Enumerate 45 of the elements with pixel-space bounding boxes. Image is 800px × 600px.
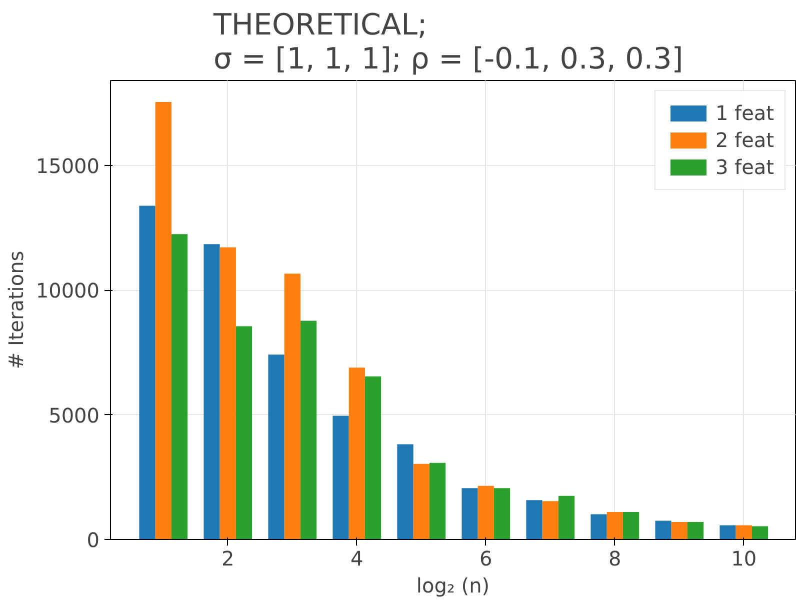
bar (236, 326, 252, 540)
bar (526, 500, 542, 540)
bar (300, 320, 317, 540)
legend-label: 2 feat (715, 128, 774, 152)
x-axis-title: log₂ (n) (416, 574, 490, 598)
legend-label: 1 feat (715, 101, 774, 125)
bar (494, 488, 510, 540)
bar (542, 501, 558, 540)
bar (687, 522, 704, 540)
bar (220, 247, 236, 540)
bar (590, 514, 607, 540)
legend-label: 3 feat (715, 155, 774, 179)
bar (413, 464, 430, 540)
bar (462, 488, 478, 540)
bar (268, 354, 284, 540)
bar (155, 102, 172, 540)
x-tick-label: 2 (222, 546, 234, 570)
bar (332, 416, 349, 540)
bar (139, 206, 156, 540)
bar (606, 512, 623, 540)
x-tick-label: 8 (608, 546, 622, 570)
y-tick-label: 10000 (36, 278, 100, 303)
bar (671, 522, 688, 540)
bar (720, 525, 736, 540)
x-tick-label: 4 (350, 546, 364, 570)
chart-title: THEORETICAL; σ = [1, 1, 1]; ρ = [-0.1, 0.3, 0.3] (212, 8, 684, 76)
bar (736, 525, 752, 540)
bar (364, 376, 382, 540)
bar (655, 520, 672, 540)
bar (752, 526, 768, 540)
y-tick-label: 5000 (48, 403, 100, 428)
bar (204, 244, 220, 540)
x-tick-label: 6 (480, 546, 492, 570)
bar (558, 496, 575, 540)
bar (284, 274, 300, 540)
x-tick-label: 10 (731, 546, 757, 570)
y-tick-label: 15000 (36, 154, 100, 178)
bar (478, 486, 494, 540)
bar (622, 512, 640, 540)
bar (397, 444, 414, 540)
bar (348, 368, 365, 540)
bar (429, 462, 446, 540)
y-tick-label: 0 (86, 528, 100, 552)
y-axis-title: # Iterations (4, 250, 28, 370)
bar (171, 234, 188, 540)
